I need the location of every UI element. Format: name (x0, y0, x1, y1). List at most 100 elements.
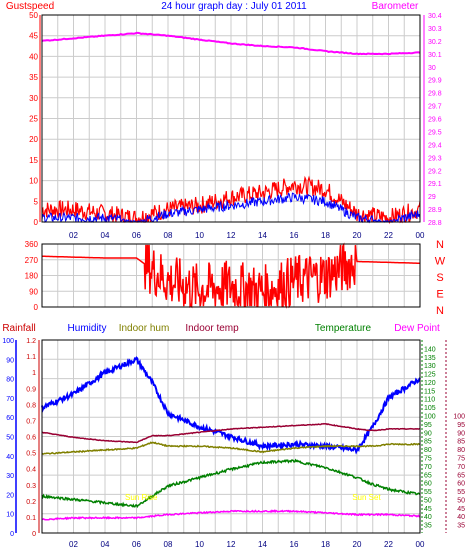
p1-ytick-right: 30 (428, 65, 436, 72)
p3-temp-tick: 135 (424, 355, 436, 362)
p3-humidity-tick: 100 (2, 338, 14, 345)
time-tick-bottom: 22 (384, 540, 393, 549)
p3-humidity-tick: 60 (6, 415, 14, 422)
legend-temperature: Temperature (315, 323, 372, 334)
chart-title: 24 hour graph day : July 01 2011 (161, 1, 307, 12)
p3-rain-tick: 0.1 (26, 515, 36, 522)
p1-ytick-left: 40 (29, 52, 38, 61)
p3-rain-tick: 0.9 (26, 386, 36, 393)
p3-rain-tick: 0.6 (26, 435, 36, 442)
p3-temp-tick: 120 (424, 380, 436, 387)
p3-dew-tick: 40 (457, 514, 465, 521)
time-tick-top: 08 (164, 231, 173, 240)
time-tick-bottom: 16 (290, 540, 299, 549)
panel-frames (15, 14, 447, 534)
p3-humidity-tick: 10 (6, 512, 14, 519)
time-tick-bottom: 10 (195, 540, 204, 549)
p2-ytick: 360 (25, 240, 39, 249)
p3-rain-tick: 0.5 (26, 451, 36, 458)
p3-rain-tick: 0.2 (26, 499, 36, 506)
time-tick-bottom: 14 (258, 540, 267, 549)
legend-rainfall: Rainfall (2, 323, 35, 334)
p1-ytick-left: 30 (29, 94, 38, 103)
p3-dew-tick: 80 (457, 447, 465, 454)
p3-dew-tick: 35 (457, 523, 465, 530)
p1-ytick-right: 29.9 (428, 78, 442, 85)
p1-ytick-right: 29.1 (428, 181, 442, 188)
p3-temp-tick: 80 (424, 447, 432, 454)
humidity-line (41, 356, 421, 455)
compass-label: N (436, 239, 444, 251)
p3-rain-tick: 0.3 (26, 483, 36, 490)
p3-rain-tick: 1.2 (26, 338, 36, 345)
p2-ytick: 180 (25, 272, 39, 281)
p1-ytick-right: 29.2 (428, 168, 442, 175)
time-tick-top: 22 (384, 231, 393, 240)
time-tick-bottom: 08 (164, 540, 173, 549)
time-tick-top: 16 (290, 231, 299, 240)
p3-temp-tick: 90 (424, 430, 432, 437)
time-tick-top: 12 (227, 231, 236, 240)
series-layer (41, 31, 421, 521)
p3-rain-tick: 0.4 (26, 467, 36, 474)
p1-ytick-left: 0 (34, 218, 39, 227)
time-tick-top: 14 (258, 231, 267, 240)
compass-label: S (436, 272, 443, 284)
p3-temp-tick: 75 (424, 455, 432, 462)
panel-frame-middle (41, 243, 421, 308)
p3-dew-tick: 55 (457, 489, 465, 496)
p3-temp-tick: 140 (424, 346, 436, 353)
p3-dew-tick: 75 (457, 455, 465, 462)
p1-ytick-right: 30.2 (428, 39, 442, 46)
p1-ytick-left: 5 (34, 197, 39, 206)
p1-ytick-right: 29.8 (428, 91, 442, 98)
p3-humidity-tick: 50 (6, 435, 14, 442)
p1-ytick-right: 28.9 (428, 207, 442, 214)
time-tick-bottom: 00 (416, 540, 425, 549)
panel-frame-bottom (41, 339, 421, 534)
time-tick-top: 02 (69, 231, 78, 240)
gridlines (42, 14, 420, 534)
p3-dew-tick: 95 (457, 422, 465, 429)
p1-ytick-right: 30.1 (428, 52, 442, 59)
p3-temp-tick: 45 (424, 506, 432, 513)
time-tick-top: 00 (416, 231, 425, 240)
p3-temp-tick: 60 (424, 481, 432, 488)
p1-ytick-left: 50 (29, 11, 38, 20)
p1-ytick-left: 35 (29, 73, 38, 82)
time-tick-bottom: 04 (101, 540, 110, 549)
legend-indoor-temp: Indoor temp (185, 323, 239, 334)
p3-temp-tick: 130 (424, 363, 436, 370)
compass-label: E (436, 289, 443, 301)
p3-rain-tick: 1.1 (26, 354, 36, 361)
p1-ytick-left: 20 (29, 135, 38, 144)
p1-ytick-right: 29.5 (428, 129, 442, 136)
p3-temp-tick: 105 (424, 405, 436, 412)
compass-label: N (436, 305, 444, 317)
p3-temp-tick: 70 (424, 464, 432, 471)
p3-rain-tick: 0.8 (26, 402, 36, 409)
p3-rain-tick: 0 (32, 531, 36, 538)
p1-ytick-right: 29 (428, 194, 436, 201)
p1-ytick-right: 29.3 (428, 155, 442, 162)
p3-humidity-tick: 90 (6, 357, 14, 364)
p3-dew-tick: 90 (457, 430, 465, 437)
indoor-temp-line (41, 422, 421, 444)
p3-temp-tick: 125 (424, 372, 436, 379)
p3-rain-tick: 0.7 (26, 418, 36, 425)
p3-dew-tick: 50 (457, 497, 465, 504)
p3-temp-tick: 40 (424, 514, 432, 521)
p3-temp-tick: 115 (424, 388, 435, 395)
p1-ytick-right: 30.4 (428, 13, 442, 20)
p3-dew-tick: 85 (457, 439, 465, 446)
p1-ytick-left: 25 (29, 115, 38, 124)
time-tick-bottom: 20 (353, 540, 362, 549)
time-tick-top: 20 (353, 231, 362, 240)
temperature-line (41, 458, 421, 509)
p3-temp-tick: 95 (424, 422, 432, 429)
dewpoint-line (41, 509, 421, 521)
p3-dew-tick: 70 (457, 464, 465, 471)
p3-temp-tick: 65 (424, 472, 432, 479)
time-tick-bottom: 18 (321, 540, 330, 549)
